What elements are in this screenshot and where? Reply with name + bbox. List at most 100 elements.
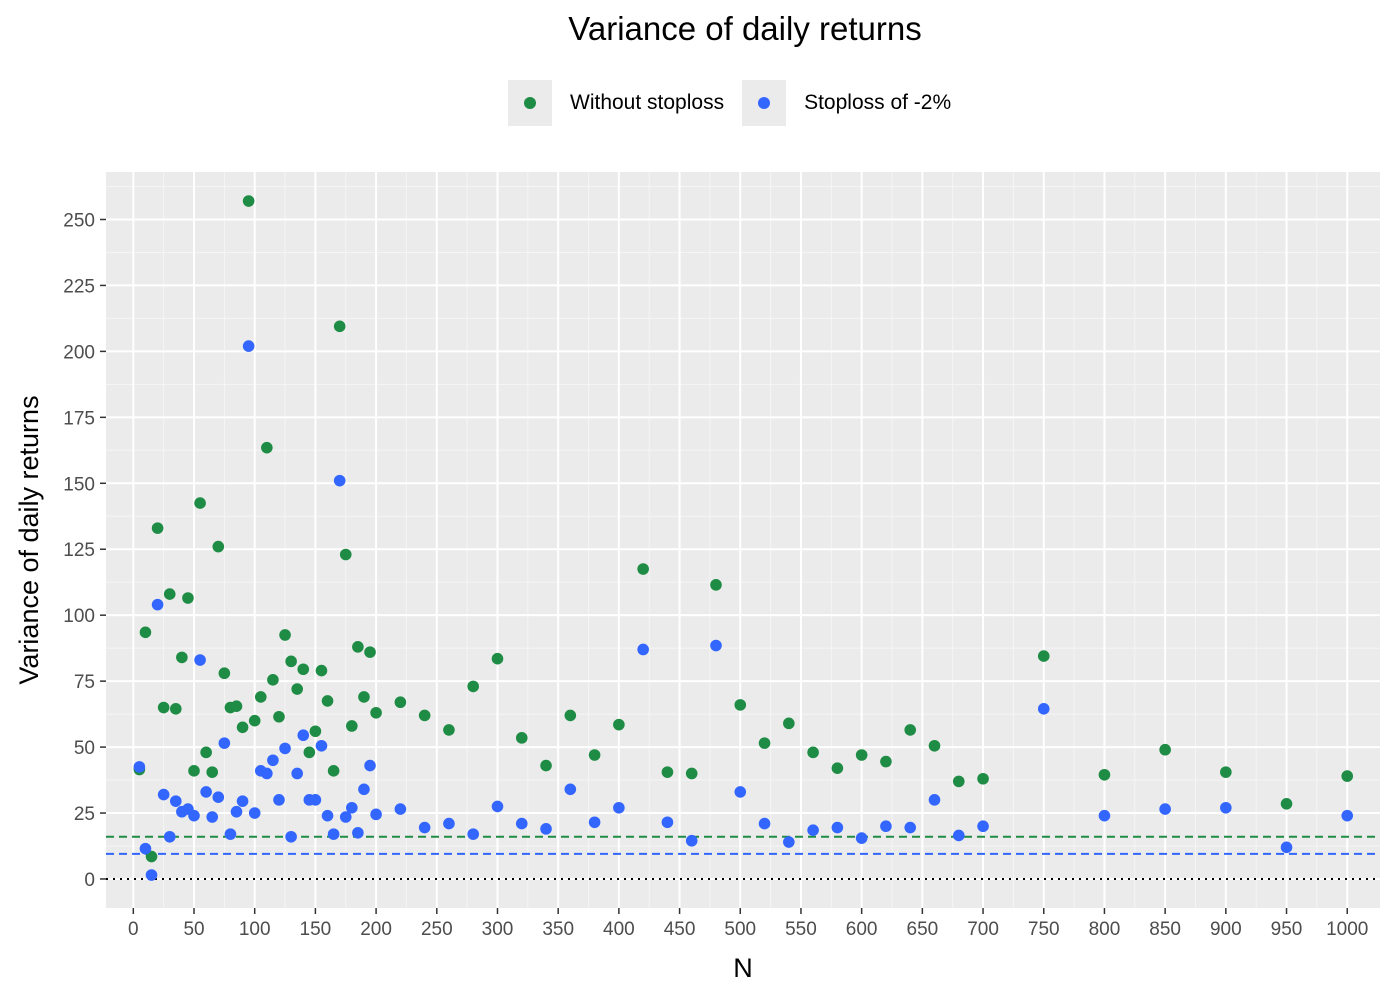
data-point-series-1 bbox=[855, 832, 868, 844]
data-point-series-1 bbox=[224, 828, 237, 840]
data-point-series-0 bbox=[564, 709, 577, 722]
data-point-series-0 bbox=[1037, 650, 1050, 662]
data-point-series-0 bbox=[200, 746, 212, 759]
data-point-series-1 bbox=[467, 828, 480, 840]
data-point-series-1 bbox=[315, 739, 328, 752]
data-point-series-1 bbox=[394, 803, 407, 815]
data-point-series-0 bbox=[188, 765, 200, 777]
x-tick-label: 300 bbox=[482, 919, 514, 940]
plot-panel bbox=[106, 172, 1380, 908]
legend-dot-blue bbox=[758, 97, 771, 109]
y-axis-label: Variance of daily returns bbox=[14, 395, 44, 684]
data-point-series-1 bbox=[200, 786, 212, 798]
y-tick-label: 0 bbox=[84, 870, 95, 891]
data-point-series-0 bbox=[303, 746, 316, 759]
data-points bbox=[133, 195, 1354, 881]
data-point-series-1 bbox=[613, 801, 625, 814]
data-point-series-1 bbox=[783, 836, 795, 848]
reference-lines bbox=[106, 835, 1380, 880]
data-point-series-1 bbox=[321, 809, 334, 822]
y-axis: 0 25 50 75 100 125 150 175 200 225 250 bbox=[63, 210, 106, 891]
data-point-series-1 bbox=[139, 842, 152, 855]
legend-dot-green bbox=[524, 97, 536, 109]
data-point-series-0 bbox=[758, 737, 771, 749]
data-point-series-1 bbox=[133, 761, 146, 773]
data-point-series-0 bbox=[169, 703, 182, 715]
data-point-series-1 bbox=[515, 817, 528, 830]
data-point-series-1 bbox=[291, 767, 303, 780]
data-point-series-0 bbox=[242, 195, 255, 207]
data-point-series-0 bbox=[685, 767, 698, 780]
data-point-series-0 bbox=[904, 724, 917, 736]
data-point-series-0 bbox=[176, 651, 188, 664]
data-point-series-0 bbox=[145, 850, 158, 863]
data-point-series-0 bbox=[151, 522, 164, 534]
x-tick-label: 400 bbox=[603, 919, 635, 940]
x-tick-label: 750 bbox=[1028, 919, 1060, 940]
x-tick-label: 50 bbox=[183, 919, 204, 940]
data-point-series-1 bbox=[564, 783, 577, 796]
data-point-series-1 bbox=[370, 808, 382, 821]
data-point-series-1 bbox=[1159, 803, 1171, 815]
x-tick-label: 450 bbox=[664, 919, 696, 940]
data-point-series-1 bbox=[194, 654, 206, 666]
data-point-series-1 bbox=[358, 783, 370, 796]
data-point-series-1 bbox=[1098, 809, 1111, 822]
data-point-series-1 bbox=[163, 830, 176, 843]
data-point-series-0 bbox=[613, 718, 625, 731]
x-axis-label: N bbox=[733, 953, 753, 983]
data-point-series-0 bbox=[807, 746, 819, 759]
legend-label-stoploss: Stoploss of -2% bbox=[804, 91, 952, 114]
data-point-series-0 bbox=[194, 497, 206, 509]
data-point-series-1 bbox=[333, 474, 346, 487]
data-point-series-0 bbox=[346, 720, 358, 732]
data-point-series-1 bbox=[297, 729, 310, 742]
data-point-series-1 bbox=[327, 828, 340, 840]
y-tick-label: 175 bbox=[63, 408, 95, 429]
data-point-series-0 bbox=[309, 725, 322, 738]
data-point-series-1 bbox=[145, 869, 158, 881]
data-point-series-0 bbox=[1220, 766, 1232, 778]
y-tick-label: 225 bbox=[63, 276, 95, 297]
data-point-series-0 bbox=[491, 652, 504, 665]
data-point-series-1 bbox=[364, 759, 376, 772]
x-tick-label: 900 bbox=[1210, 919, 1242, 940]
x-tick-label: 800 bbox=[1089, 919, 1121, 940]
data-point-series-1 bbox=[1220, 801, 1232, 814]
data-point-series-0 bbox=[261, 441, 273, 454]
data-point-series-0 bbox=[661, 766, 674, 778]
data-point-series-1 bbox=[588, 816, 601, 829]
data-point-series-1 bbox=[188, 809, 200, 822]
data-point-series-1 bbox=[443, 817, 455, 830]
x-tick-label: 150 bbox=[300, 919, 332, 940]
data-point-series-0 bbox=[339, 548, 352, 561]
data-point-series-0 bbox=[279, 629, 291, 641]
data-point-series-0 bbox=[358, 691, 370, 703]
data-point-series-0 bbox=[710, 579, 722, 591]
data-point-series-1 bbox=[734, 786, 747, 798]
data-point-series-0 bbox=[364, 646, 376, 658]
data-point-series-1 bbox=[169, 795, 182, 807]
data-point-series-1 bbox=[279, 742, 291, 755]
data-point-series-0 bbox=[928, 739, 941, 752]
data-point-series-0 bbox=[540, 759, 552, 772]
data-point-series-1 bbox=[904, 821, 917, 834]
data-point-series-1 bbox=[661, 816, 674, 829]
x-tick-label: 950 bbox=[1271, 919, 1303, 940]
data-point-series-0 bbox=[1341, 770, 1354, 782]
data-point-series-1 bbox=[540, 823, 552, 835]
data-point-series-0 bbox=[163, 588, 176, 600]
data-point-series-0 bbox=[855, 749, 868, 761]
data-point-series-1 bbox=[346, 801, 358, 814]
data-point-series-1 bbox=[212, 791, 225, 804]
x-tick-label: 250 bbox=[421, 919, 453, 940]
data-point-series-0 bbox=[218, 667, 231, 680]
data-point-series-1 bbox=[952, 829, 965, 842]
data-point-series-0 bbox=[212, 540, 225, 553]
x-tick-label: 850 bbox=[1149, 919, 1181, 940]
data-point-series-1 bbox=[273, 794, 285, 806]
y-tick-label: 200 bbox=[63, 342, 95, 363]
data-point-series-0 bbox=[285, 655, 297, 668]
x-tick-label: 1000 bbox=[1326, 919, 1368, 940]
legend: Without stoploss Stoploss of -2% bbox=[508, 80, 969, 126]
